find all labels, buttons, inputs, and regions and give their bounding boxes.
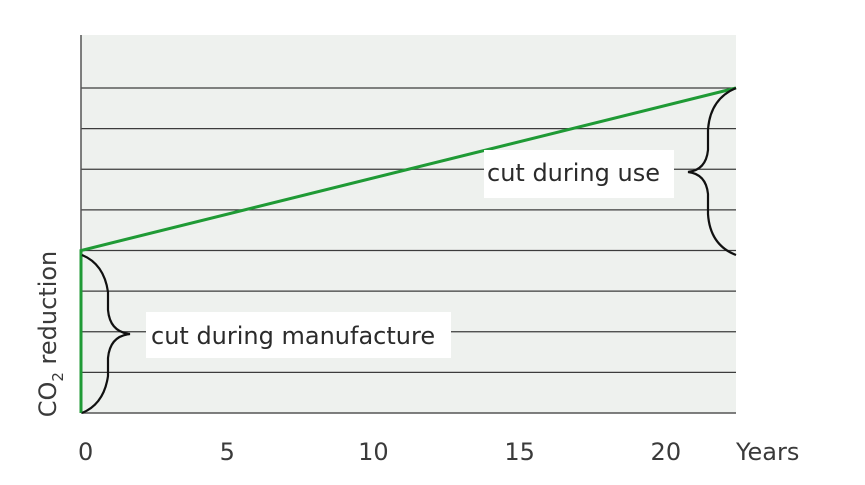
manufacture-label-bg (146, 312, 451, 358)
x-tick-label-0: 0 (78, 438, 93, 466)
x-tick-label-1: 5 (220, 438, 235, 466)
manufacture-brace (81, 253, 131, 415)
series-line-0 (79, 86, 737, 413)
manufacture-label: cut during manufacture (151, 322, 435, 350)
use-label-bg (484, 150, 674, 198)
x-tick-label-2: 10 (358, 438, 389, 466)
series-layer (79, 86, 737, 413)
y-label-rest: reduction (34, 251, 62, 372)
y-label-subscript: 2 (49, 372, 67, 382)
y-label-co: CO (34, 382, 62, 418)
y-axis-label: CO2 reduction (34, 251, 67, 418)
x-tick-labels: 0 5 10 15 20 (78, 438, 681, 466)
use-brace (687, 86, 737, 257)
x-unit-label: Years (735, 438, 799, 466)
x-tick-label-4: 20 (651, 438, 682, 466)
x-tick-label-3: 15 (504, 438, 535, 466)
use-label: cut during use (487, 159, 660, 187)
